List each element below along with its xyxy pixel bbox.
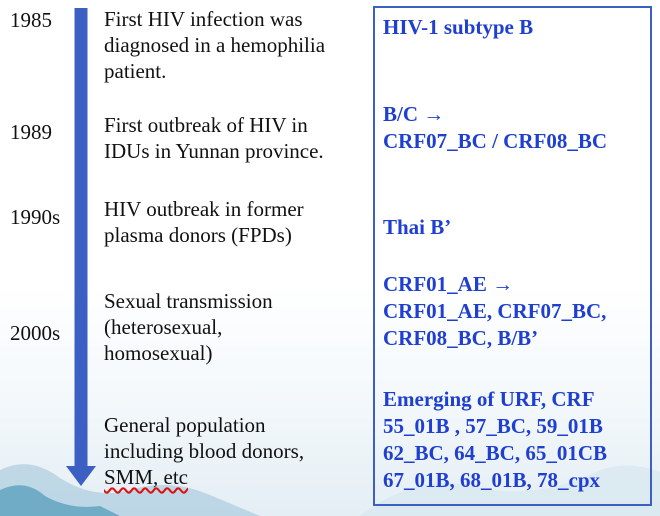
subtype-1990s: Thai B’	[383, 215, 452, 239]
event-2000s: Sexual transmission (heterosexual, homos…	[104, 289, 273, 365]
event-1990s: HIV outbreak in former plasma donors (FP…	[104, 197, 304, 247]
event-1985: First HIV infection was diagnosed in a h…	[104, 7, 326, 83]
year-1985: 1985	[10, 8, 52, 32]
year-1989: 1989	[10, 120, 52, 144]
event-1989: First outbreak of HIV in IDUs in Yunnan …	[104, 113, 324, 163]
subtype-general: Emerging of URF, CRF 55_01B , 57_BC, 59_…	[383, 387, 608, 492]
subtype-panel	[373, 6, 652, 506]
subtype-2000s: CRF01_AE → CRF01_AE, CRF07_BC, CRF08_BC,…	[383, 272, 607, 350]
subtype-1985: HIV-1 subtype B	[383, 15, 534, 39]
year-1990s: 1990s	[10, 205, 61, 229]
event-general-population: General population including blood donor…	[104, 413, 305, 489]
year-2000s: 2000s	[10, 321, 61, 345]
subtype-1989: B/C → CRF07_BC / CRF08_BC	[383, 102, 607, 153]
